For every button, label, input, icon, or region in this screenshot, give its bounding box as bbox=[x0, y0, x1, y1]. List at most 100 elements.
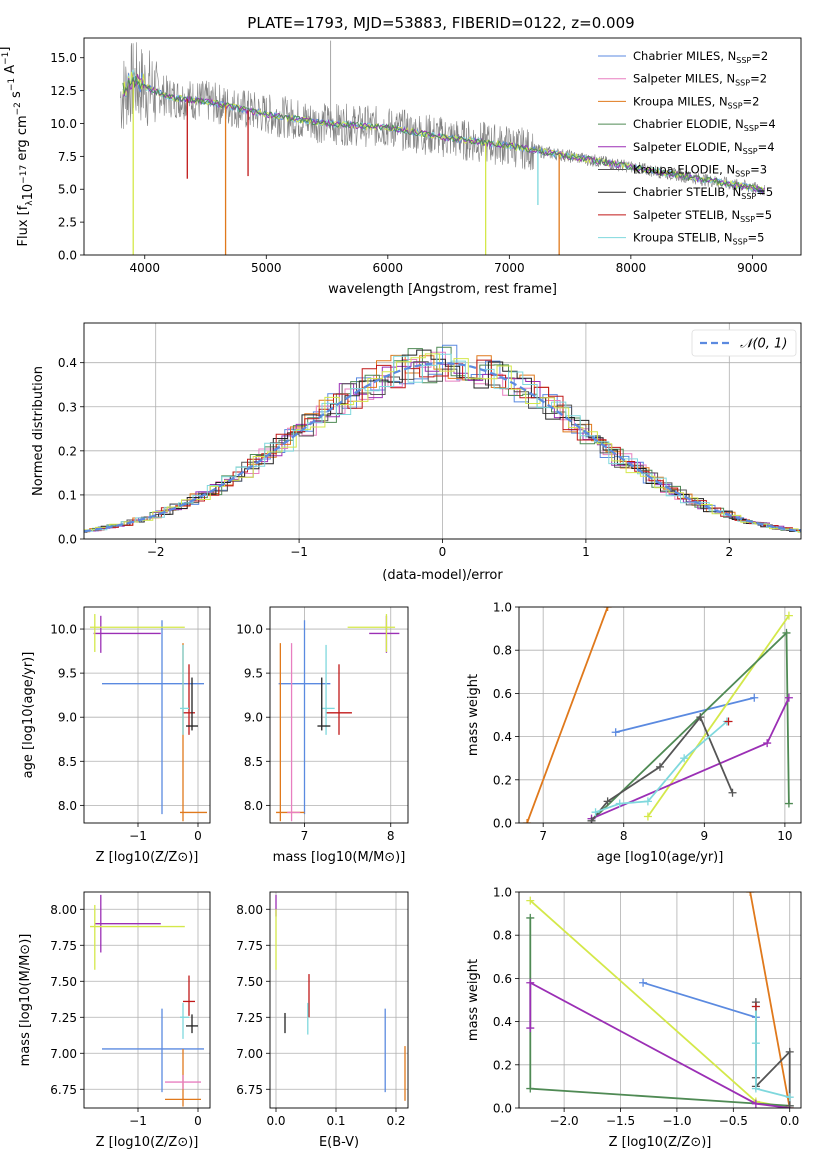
axes-frame bbox=[83, 37, 802, 256]
x-tick-label: 7000 bbox=[494, 261, 525, 275]
legend-text: =4 bbox=[758, 140, 775, 154]
weight-point bbox=[751, 1002, 760, 1011]
y-tick-label: 12.5 bbox=[50, 84, 77, 98]
weight-point bbox=[615, 799, 624, 808]
weight-point bbox=[763, 739, 772, 748]
x-tick-label: 0.1 bbox=[326, 1114, 345, 1128]
y-tick-label: 8.0 bbox=[58, 799, 77, 813]
legend-text: =5 bbox=[756, 185, 773, 199]
y-axis-label: Normed distribution bbox=[31, 366, 46, 496]
model-spectrum-line bbox=[122, 75, 765, 194]
weight-point bbox=[751, 1099, 760, 1108]
weight-point bbox=[782, 628, 791, 637]
y-tick-label: 8.5 bbox=[244, 755, 263, 769]
y-tick-label: 1.0 bbox=[493, 601, 512, 615]
legend-text: =3 bbox=[750, 163, 767, 177]
weight-point bbox=[746, 892, 755, 896]
errorbar-set bbox=[276, 614, 400, 822]
y-axis-label: mass weight bbox=[466, 959, 481, 1041]
model-spectrum-line bbox=[122, 74, 765, 195]
x-tick-label: 1 bbox=[582, 545, 590, 559]
legend-text: =2 bbox=[750, 72, 767, 86]
y-label-part: A bbox=[3, 65, 18, 78]
legend-subscript: SSP bbox=[740, 215, 755, 224]
weight-point bbox=[643, 797, 652, 806]
y-tick-label: 7.50 bbox=[50, 975, 77, 989]
y-label-part: erg cm bbox=[15, 115, 30, 164]
weight-point bbox=[784, 611, 793, 620]
y-tick-label: 8.00 bbox=[236, 903, 263, 917]
legend-subscript: SSP bbox=[735, 79, 750, 88]
y-tick-label: 15.0 bbox=[50, 51, 77, 65]
y-tick-label: 0.8 bbox=[493, 644, 512, 658]
axes-frame bbox=[518, 891, 802, 1109]
legend-entry: Chabrier MILES, NSSP=2 bbox=[633, 49, 768, 65]
legend-box bbox=[691, 329, 797, 357]
y-tick-label: 7.25 bbox=[50, 1011, 77, 1025]
weight-point bbox=[603, 797, 612, 806]
legend-entry: Kroupa ELODIE, NSSP=3 bbox=[633, 163, 767, 179]
x-tick-label: −1.5 bbox=[606, 1114, 635, 1128]
axes-frame bbox=[83, 322, 802, 540]
legend-text: Salpeter MILES, N bbox=[633, 72, 735, 86]
legend-text: =5 bbox=[748, 231, 765, 245]
weight-point bbox=[526, 978, 535, 987]
y-tick-label: 0.0 bbox=[493, 1102, 512, 1116]
legend-entry: 𝒩(0, 1) bbox=[740, 337, 787, 352]
weight-series-line bbox=[526, 607, 609, 823]
x-axis-label: mass [log10(M/M⊙)] bbox=[273, 850, 406, 865]
y-tick-label: 0.2 bbox=[493, 773, 512, 787]
legend-subscript: SSP bbox=[733, 238, 748, 247]
x-axis-label: E(B-V) bbox=[319, 1135, 359, 1150]
y-tick-label: 7.25 bbox=[236, 1011, 263, 1025]
y-tick-label: 10.0 bbox=[50, 623, 77, 637]
x-axis-label: Z [log10(Z/Z⊙)] bbox=[96, 850, 199, 865]
weight-point bbox=[696, 713, 705, 722]
y-tick-label: 0.4 bbox=[58, 356, 77, 370]
legend-entry: Chabrier ELODIE, NSSP=4 bbox=[633, 117, 776, 133]
y-label-part: λ bbox=[25, 200, 35, 206]
x-tick-label: 0.0 bbox=[780, 1114, 799, 1128]
y-tick-label: 1.0 bbox=[493, 886, 512, 900]
y-tick-label: 7.00 bbox=[50, 1047, 77, 1061]
y-axis-label: Flux [fλ10−17 erg cm−2 s−1 A−1] bbox=[0, 47, 36, 247]
axes-frame bbox=[83, 891, 211, 1109]
residual-histogram-panel: −2 −1 0 1 2 0.0 0.1 0.2 0.3 0.4 (data-model)/error… bbox=[31, 322, 802, 583]
legend-text: Chabrier ELODIE, N bbox=[633, 117, 744, 131]
y-tick-label: 2.5 bbox=[58, 216, 77, 230]
y-tick-label: 6.75 bbox=[50, 1083, 77, 1097]
x-tick-label: 0.0 bbox=[266, 1114, 285, 1128]
legend-text: Kroupa MILES, N bbox=[633, 94, 728, 108]
weight-point bbox=[639, 978, 648, 987]
y-tick-label: 5.0 bbox=[58, 183, 77, 197]
legend-entry: Salpeter STELIB, NSSP=5 bbox=[633, 208, 772, 224]
weight-point bbox=[724, 717, 733, 726]
y-tick-label: 0.6 bbox=[493, 687, 512, 701]
weight-point bbox=[785, 1101, 794, 1108]
weight-point bbox=[611, 728, 620, 737]
weight-point bbox=[785, 1047, 794, 1056]
y-tick-label: 9.0 bbox=[244, 711, 263, 725]
axes-frame bbox=[269, 891, 409, 1109]
weight-series-line bbox=[591, 697, 790, 820]
weight-lines bbox=[523, 607, 793, 823]
y-tick-label: 7.00 bbox=[236, 1047, 263, 1061]
weight-point bbox=[784, 693, 793, 702]
x-tick-label: 0 bbox=[439, 545, 447, 559]
weight-point bbox=[656, 762, 664, 771]
x-tick-label: 8000 bbox=[616, 261, 647, 275]
weight-point bbox=[603, 607, 612, 611]
mass-vs-metallicity-panel: −1 0 6.75 7.00 7.25 7.50 7.75 8.00 Z [log10(Z/Z⊙… bbox=[18, 891, 211, 1150]
y-tick-label: 0.6 bbox=[493, 972, 512, 986]
y-tick-label: 0.1 bbox=[58, 488, 77, 502]
weight-point bbox=[643, 812, 652, 821]
x-tick-label: 0.2 bbox=[386, 1114, 405, 1128]
legend-entry: Salpeter ELODIE, NSSP=4 bbox=[633, 140, 775, 156]
legend-text: Kroupa STELIB, N bbox=[633, 231, 733, 245]
x-tick-label: 7 bbox=[539, 829, 547, 843]
x-axis-label: wavelength [Angstrom, rest frame] bbox=[328, 282, 557, 297]
y-label-part: ] bbox=[0, 47, 12, 52]
y-label-part: s bbox=[9, 91, 24, 102]
y-label-part: −2 bbox=[13, 102, 23, 115]
